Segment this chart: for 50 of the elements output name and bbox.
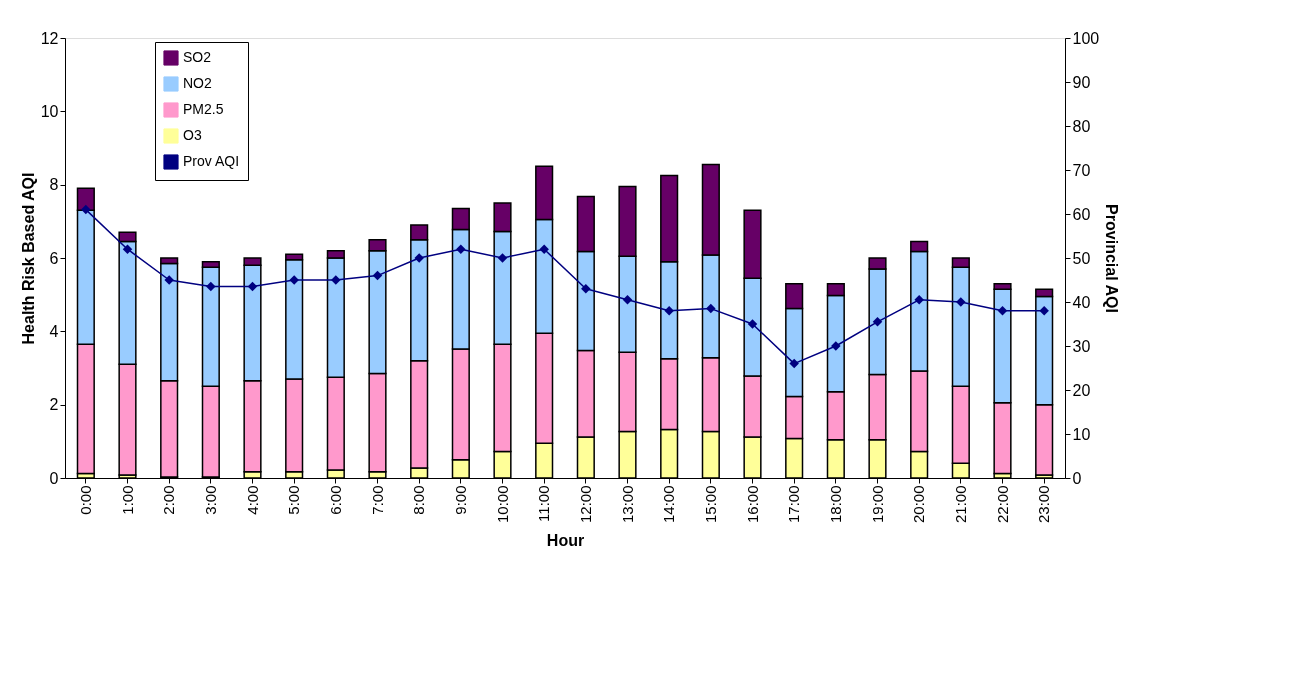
y2-tick-label: 70 (1072, 161, 1091, 179)
y-tick-label: 10 (40, 102, 59, 120)
x-tick-label: 22:00 (993, 485, 1011, 524)
legend-label: PM2.5 (183, 101, 224, 117)
y2-tick-label: 10 (1072, 425, 1091, 443)
x-tick-label: 14:00 (660, 485, 678, 524)
y-tick-label: 8 (49, 176, 59, 194)
x-tick-label: 12:00 (576, 485, 594, 524)
x-tick-label: 4:00 (243, 485, 261, 515)
y2-tick-label: 40 (1072, 293, 1091, 311)
x-tick-label: 9:00 (451, 485, 469, 515)
x-tick-label: 5:00 (285, 485, 303, 515)
y-tick-label: 12 (40, 29, 59, 47)
x-tick-label: 1:00 (118, 485, 136, 515)
x-tick-label: 10:00 (493, 485, 511, 524)
x-tick-label: 0:00 (76, 485, 94, 515)
x-tick-label: 6:00 (326, 485, 344, 515)
x-tick-label: 21:00 (951, 485, 969, 524)
x-tick-label: 18:00 (826, 485, 844, 524)
y2-tick-label: 80 (1072, 117, 1091, 135)
x-tick-label: 11:00 (535, 485, 553, 522)
y-tick-label: 4 (49, 322, 59, 340)
y2-tick-label: 0 (1072, 469, 1082, 487)
y2-tick-label: 100 (1072, 29, 1100, 47)
y2-tick-label: 50 (1072, 249, 1091, 267)
y2-axis-title: Provincial AQI (1103, 204, 1121, 313)
x-tick-label: 20:00 (910, 485, 928, 524)
x-tick-label: 2:00 (160, 485, 178, 515)
y-tick-label: 2 (49, 396, 59, 414)
x-axis-title: Hour (546, 532, 585, 550)
x-tick-label: 17:00 (785, 485, 803, 524)
x-tick-label: 7:00 (368, 485, 386, 515)
y-axis-title: Health Risk Based AQI (19, 172, 37, 345)
x-tick-label: 3:00 (201, 485, 219, 515)
x-tick-label: 23:00 (1035, 485, 1053, 524)
x-tick-label: 8:00 (410, 485, 428, 515)
legend-label: SO2 (183, 49, 212, 65)
legend-label: Prov AQI (183, 153, 240, 169)
y-tick-label: 6 (49, 249, 59, 267)
x-tick-label: 19:00 (868, 485, 886, 524)
y-tick-label: 0 (49, 469, 59, 487)
x-tick-label: 13:00 (618, 485, 636, 524)
legend-label: O3 (183, 127, 202, 143)
y2-tick-label: 20 (1072, 381, 1091, 399)
x-tick-label: 16:00 (743, 485, 761, 524)
y2-tick-label: 90 (1072, 73, 1091, 91)
legend-label: NO2 (183, 75, 212, 91)
x-tick-label: 15:00 (701, 485, 719, 524)
y2-tick-label: 30 (1072, 337, 1091, 355)
y2-tick-label: 60 (1072, 205, 1091, 223)
